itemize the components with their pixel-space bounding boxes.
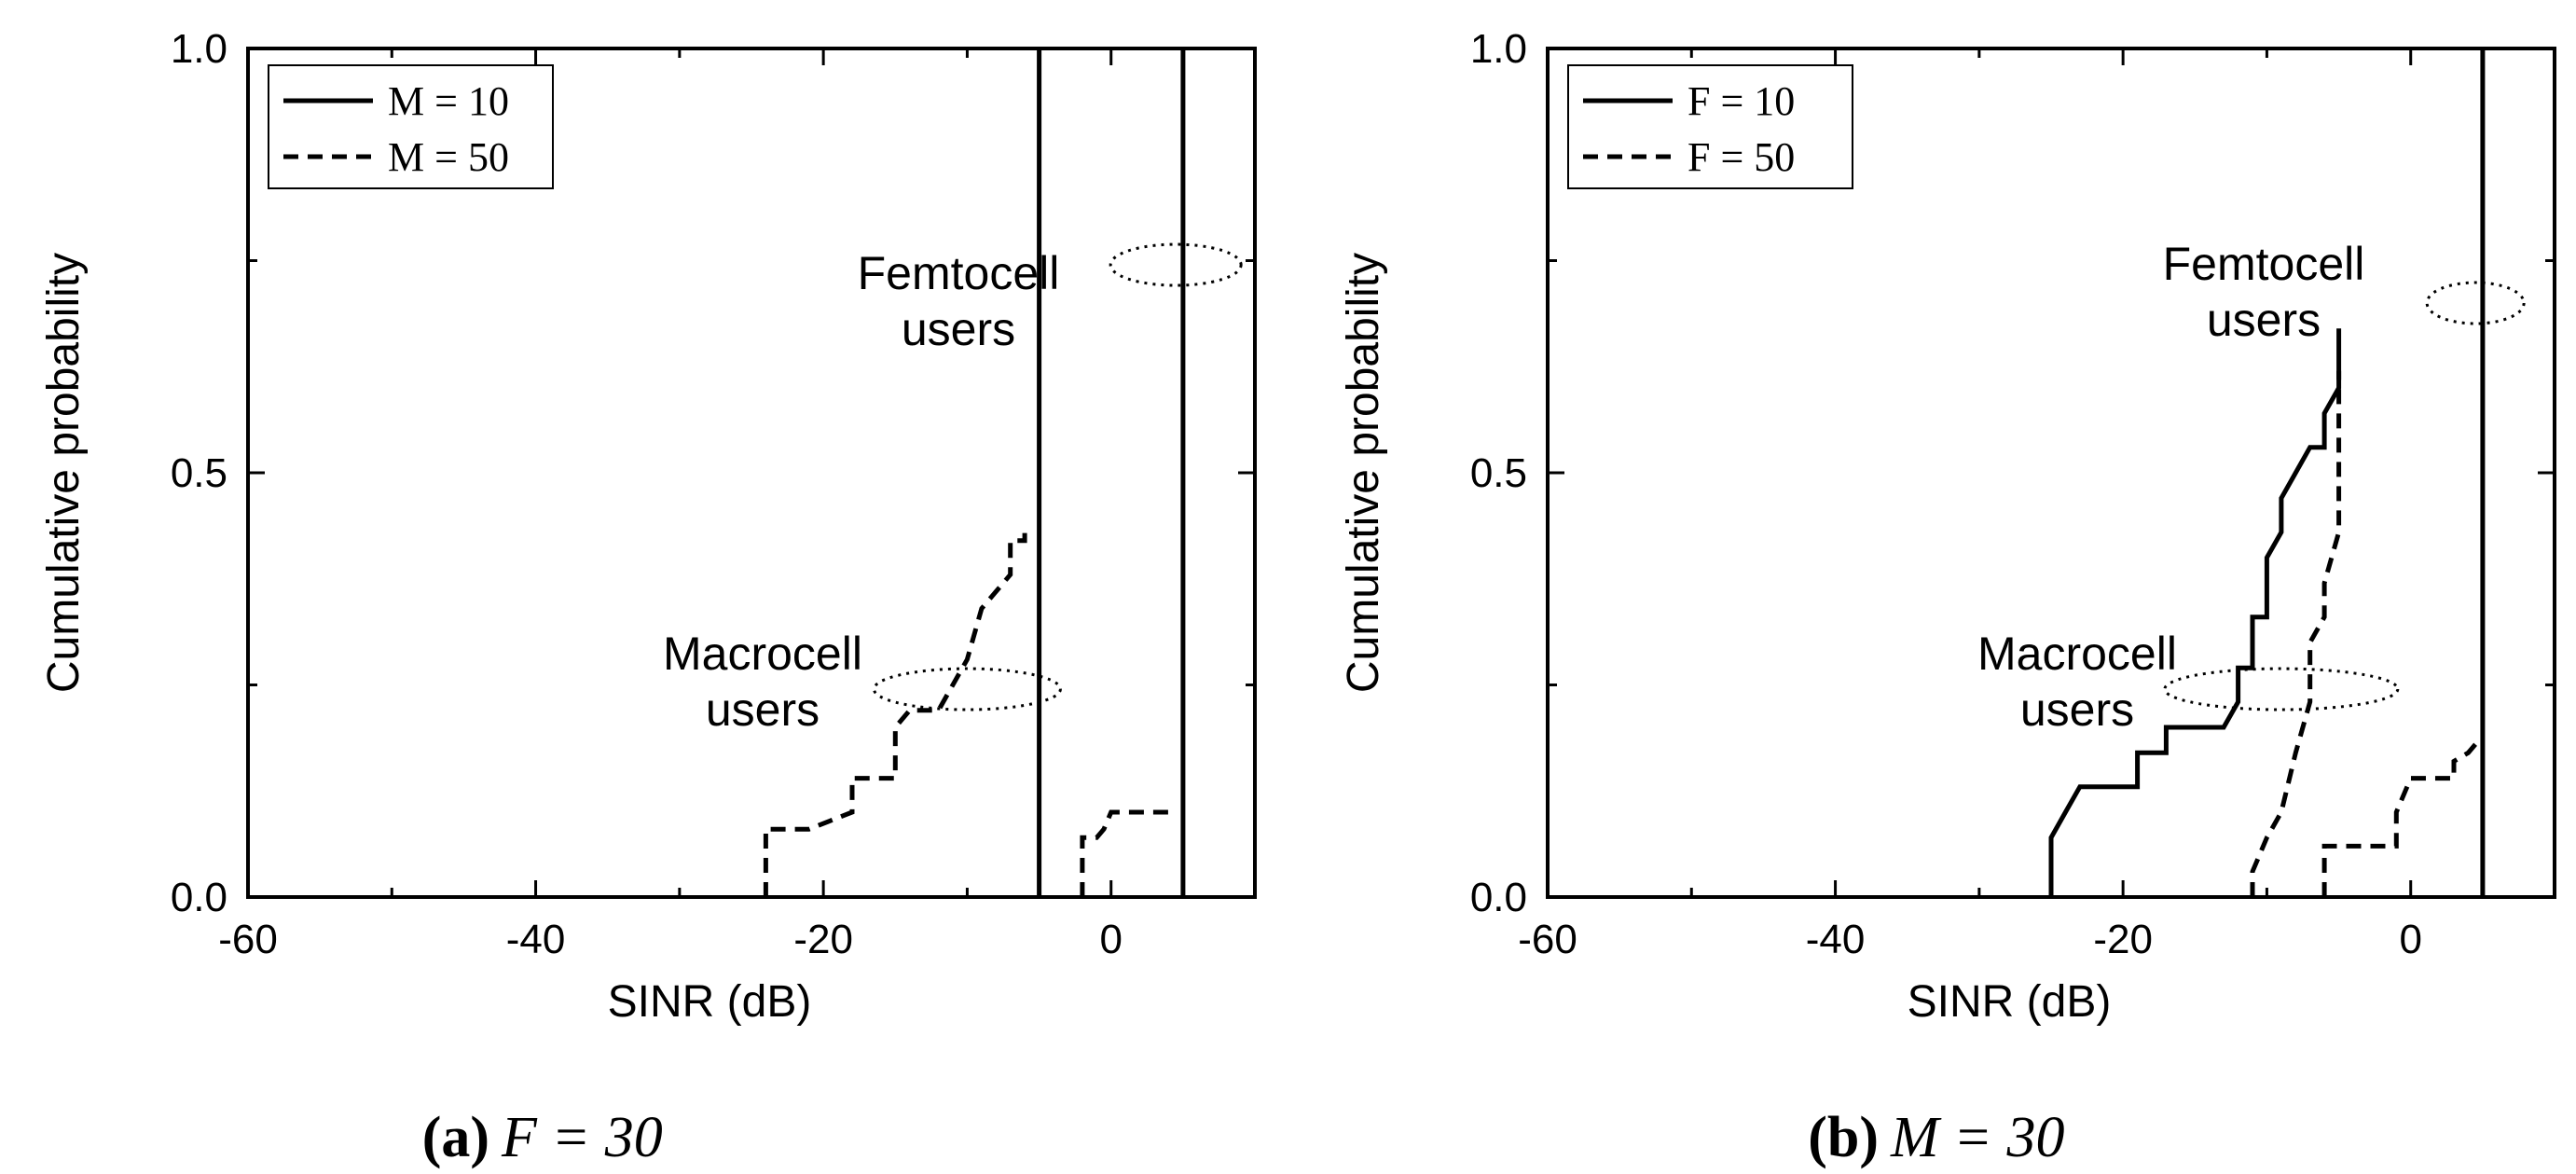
x-tick-label: 0: [2399, 917, 2421, 962]
y-tick-label: 0.5: [1470, 450, 1527, 496]
y-tick-label: 1.0: [1470, 26, 1527, 72]
series-line: [2321, 742, 2478, 897]
annotation-text: users: [2207, 294, 2321, 346]
x-tick-label: -40: [506, 917, 566, 962]
series-line: [2048, 328, 2342, 897]
annotation-ellipse: [2425, 281, 2526, 325]
annotation-text: users: [2020, 684, 2134, 736]
legend-box: [268, 64, 554, 189]
series-line: [1080, 809, 1169, 897]
annotation-text: Macrocell: [663, 628, 862, 680]
annotation-ellipse: [2163, 667, 2400, 711]
legend-label: M = 50: [388, 134, 509, 180]
caption-text: F = 30: [501, 1106, 663, 1169]
y-tick-label: 0.0: [171, 875, 227, 920]
x-tick-label: -20: [2093, 917, 2153, 962]
x-tick-label: 0: [1099, 917, 1122, 962]
caption-text: M = 30: [1890, 1106, 2064, 1169]
series-line: [2250, 370, 2342, 897]
caption-letter: (b): [1808, 1106, 1879, 1169]
legend-label: F = 10: [1687, 78, 1795, 124]
caption-letter: (a): [422, 1106, 489, 1169]
annotation-text: users: [706, 684, 820, 736]
annotation-ellipse: [872, 667, 1062, 711]
panel-b: (b) M = 30 -60 -40 -20 0 0.0 0.5 1.0 SINR (dB) C…: [1339, 26, 2556, 1169]
x-axis-label: SINR (dB): [608, 977, 812, 1027]
y-tick-label: 0.5: [171, 450, 227, 496]
y-tick-label: 0.0: [1470, 875, 1527, 920]
x-tick-label: -40: [1806, 917, 1866, 962]
y-tick-label: 1.0: [171, 26, 227, 72]
legend-label: M = 10: [388, 78, 509, 124]
panel-a: (a) F = 30 -60 -40 -20 0 0.0 0.5 1.0 SINR (dB) C…: [39, 26, 1257, 1169]
annotation-text: Femtocell: [2163, 238, 2365, 290]
annotation-ellipse: [1109, 242, 1243, 287]
x-axis-label: SINR (dB): [1908, 977, 2112, 1027]
annotation-text: users: [902, 303, 1015, 355]
y-axis-label: Cumulative probability: [1339, 253, 1388, 693]
annotation-text: Femtocell: [858, 247, 1060, 299]
y-axis-label: Cumulative probability: [39, 253, 89, 693]
legend-box: [1567, 64, 1853, 189]
annotation-text: Macrocell: [1977, 628, 2177, 680]
series-line: [763, 523, 1027, 897]
x-tick-label: -20: [793, 917, 853, 962]
x-tick-label: -60: [1518, 917, 1577, 962]
legend-label: F = 50: [1687, 134, 1795, 180]
x-tick-label: -60: [218, 917, 278, 962]
